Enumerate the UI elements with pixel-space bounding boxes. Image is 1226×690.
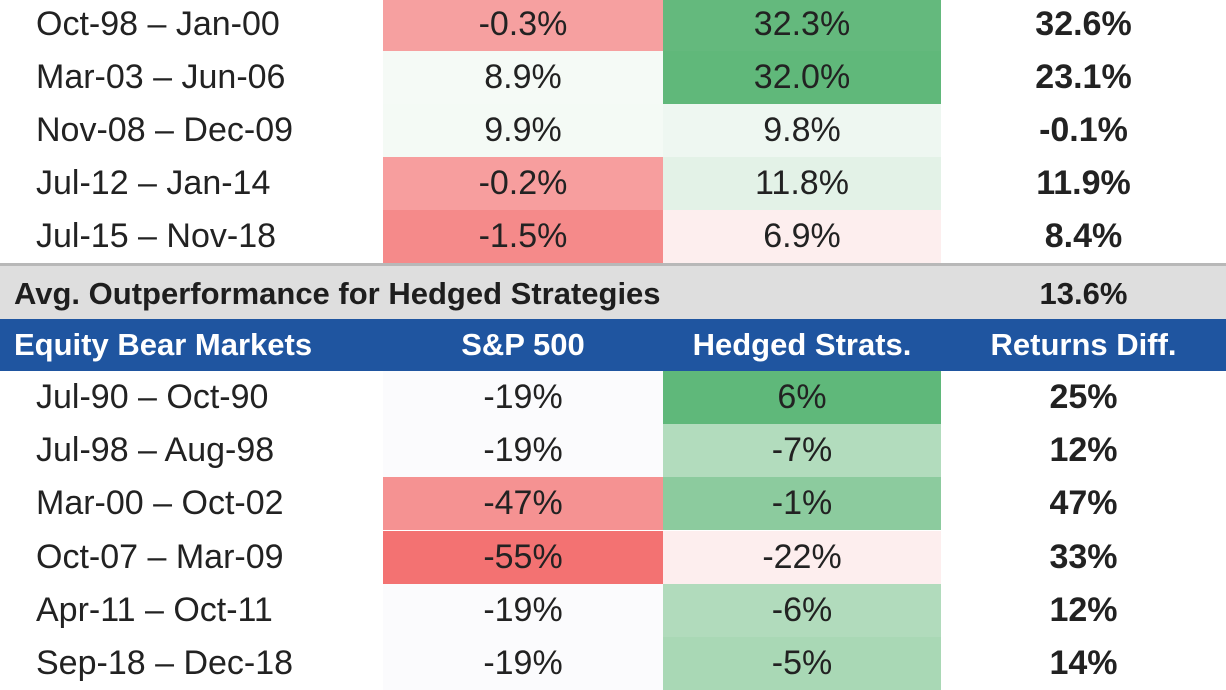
sp500-cell: -19%	[383, 584, 663, 637]
sp500-cell: -19%	[383, 637, 663, 690]
diff-cell: 11.9%	[1036, 164, 1131, 202]
summary-row: Avg. Outperformance for Hedged Strategie…	[0, 263, 1226, 323]
header-sp500: S&P 500	[461, 327, 585, 362]
hedged-cell: 32.3%	[663, 0, 941, 51]
diff-cell: 23.1%	[1035, 58, 1132, 96]
table-row: Jul-98 – Aug-98 -19% -7% 12%	[0, 424, 1226, 477]
header-diff: Returns Diff.	[990, 327, 1177, 362]
period-cell: Apr-11 – Oct-11	[36, 591, 273, 629]
diff-cell: 33%	[1049, 538, 1118, 576]
table-row: Nov-08 – Dec-09 9.9% 9.8% -0.1%	[0, 104, 1226, 157]
diff-cell: 14%	[1049, 644, 1118, 682]
period-cell: Jul-98 – Aug-98	[36, 431, 275, 469]
period-cell: Oct-07 – Mar-09	[36, 538, 284, 576]
hedged-cell: -7%	[663, 424, 941, 477]
sp500-cell: 8.9%	[383, 51, 663, 104]
sp500-cell: -47%	[383, 477, 663, 530]
sp500-cell: -1.5%	[383, 210, 663, 263]
diff-cell: 12%	[1049, 591, 1118, 629]
sp500-cell: -55%	[383, 531, 663, 584]
hedged-cell: 32.0%	[663, 51, 941, 104]
hedged-cell: -22%	[663, 531, 941, 584]
hedged-cell: 9.8%	[663, 104, 941, 157]
sp500-cell: -0.2%	[383, 157, 663, 210]
period-cell: Mar-00 – Oct-02	[36, 484, 284, 522]
diff-cell: 47%	[1049, 484, 1118, 522]
sp500-cell: -19%	[383, 424, 663, 477]
sp500-cell: -19%	[383, 371, 663, 424]
header-period: Equity Bear Markets	[14, 327, 313, 362]
hedged-cell: 6.9%	[663, 210, 941, 263]
hedged-cell: -5%	[663, 637, 941, 690]
table-row: Apr-11 – Oct-11 -19% -6% 12%	[0, 584, 1226, 637]
period-cell: Jul-15 – Nov-18	[36, 217, 277, 255]
sp500-cell: 9.9%	[383, 104, 663, 157]
period-cell: Nov-08 – Dec-09	[36, 111, 294, 149]
header-hedged: Hedged Strats.	[692, 327, 912, 362]
table-row: Jul-12 – Jan-14 -0.2% 11.8% 11.9%	[0, 157, 1226, 210]
table-row: Sep-18 – Dec-18 -19% -5% 14%	[0, 637, 1226, 690]
column-header-row: Equity Bear Markets S&P 500 Hedged Strats.…	[0, 319, 1226, 371]
diff-cell: 25%	[1049, 378, 1118, 416]
period-cell: Jul-12 – Jan-14	[36, 164, 271, 202]
period-cell: Oct-98 – Jan-00	[36, 5, 280, 43]
period-cell: Mar-03 – Jun-06	[36, 58, 286, 96]
diff-cell: -0.1%	[1039, 111, 1128, 149]
summary-label: Avg. Outperformance for Hedged Strategie…	[14, 276, 661, 311]
hedged-cell: 6%	[663, 371, 941, 424]
summary-value: 13.6%	[1039, 276, 1128, 311]
table-row: Jul-15 – Nov-18 -1.5% 6.9% 8.4%	[0, 210, 1226, 263]
table-row: Jul-90 – Oct-90 -19% 6% 25%	[0, 371, 1226, 424]
table-row: Oct-98 – Jan-00 -0.3% 32.3% 32.6%	[0, 0, 1226, 51]
diff-cell: 32.6%	[1035, 5, 1132, 43]
hedged-cell: -1%	[663, 477, 941, 530]
diff-cell: 12%	[1049, 431, 1118, 469]
sp500-cell: -0.3%	[383, 0, 663, 51]
period-cell: Sep-18 – Dec-18	[36, 644, 294, 682]
period-cell: Jul-90 – Oct-90	[36, 378, 269, 416]
table-row: Mar-00 – Oct-02 -47% -1% 47%	[0, 477, 1226, 530]
diff-cell: 8.4%	[1044, 217, 1123, 255]
hedged-cell: 11.8%	[663, 157, 941, 210]
table-row: Oct-07 – Mar-09 -55% -22% 33%	[0, 531, 1226, 584]
hedged-cell: -6%	[663, 584, 941, 637]
table-row: Mar-03 – Jun-06 8.9% 32.0% 23.1%	[0, 51, 1226, 104]
